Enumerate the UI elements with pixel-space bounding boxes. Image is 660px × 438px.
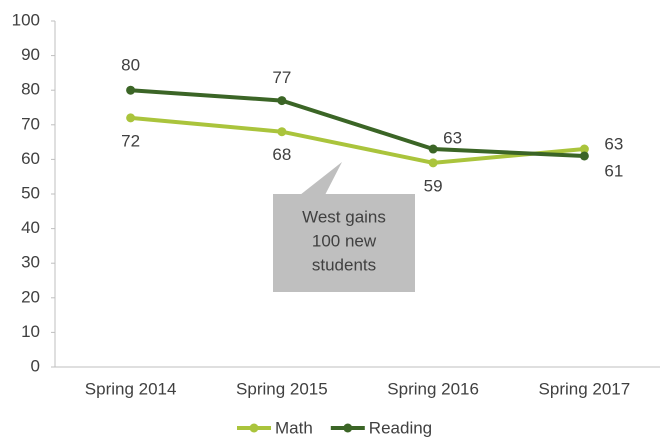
y-tick-label: 0 <box>31 356 40 375</box>
marker <box>277 96 287 106</box>
data-label: 77 <box>272 68 291 87</box>
line <box>130 115 585 165</box>
y-tick-label: 10 <box>21 322 40 341</box>
marker <box>579 144 589 154</box>
x-tick-label: Spring 2016 <box>387 379 479 398</box>
legend-marker <box>343 423 353 433</box>
y-tick-label: 50 <box>21 183 40 202</box>
data-label: 63 <box>604 135 623 154</box>
data-label: 59 <box>424 176 443 195</box>
y-tick-label: 70 <box>21 114 40 133</box>
y-tick-label: 60 <box>21 149 40 168</box>
annotation-text: West gains <box>302 207 386 226</box>
data-label: 72 <box>121 131 140 150</box>
marker <box>126 113 136 123</box>
x-tick-label: Spring 2017 <box>539 379 631 398</box>
x-tick-label: Spring 2015 <box>236 379 328 398</box>
legend-label: Math <box>275 418 313 437</box>
y-tick-label: 80 <box>21 80 40 99</box>
marker <box>428 158 438 168</box>
legend-label: Reading <box>369 418 432 437</box>
y-tick-label: 40 <box>21 218 40 237</box>
legend-marker <box>249 423 259 433</box>
data-label: 61 <box>604 161 623 180</box>
annotation-text: 100 new <box>312 231 377 250</box>
line <box>130 88 585 158</box>
callout-box <box>273 194 415 292</box>
data-label: 80 <box>121 56 140 75</box>
data-label: 68 <box>272 145 291 164</box>
y-tick-label: 90 <box>21 45 40 64</box>
y-tick-label: 30 <box>21 253 40 272</box>
marker <box>126 85 136 95</box>
marker <box>277 127 287 137</box>
marker <box>428 144 438 154</box>
marker <box>579 151 589 161</box>
annotation-text: students <box>312 255 376 274</box>
callout-pointer <box>300 162 342 195</box>
x-tick-label: Spring 2014 <box>85 379 177 398</box>
y-tick-label: 20 <box>21 287 40 306</box>
y-tick-label: 100 <box>12 10 40 29</box>
data-label: 63 <box>443 129 462 148</box>
